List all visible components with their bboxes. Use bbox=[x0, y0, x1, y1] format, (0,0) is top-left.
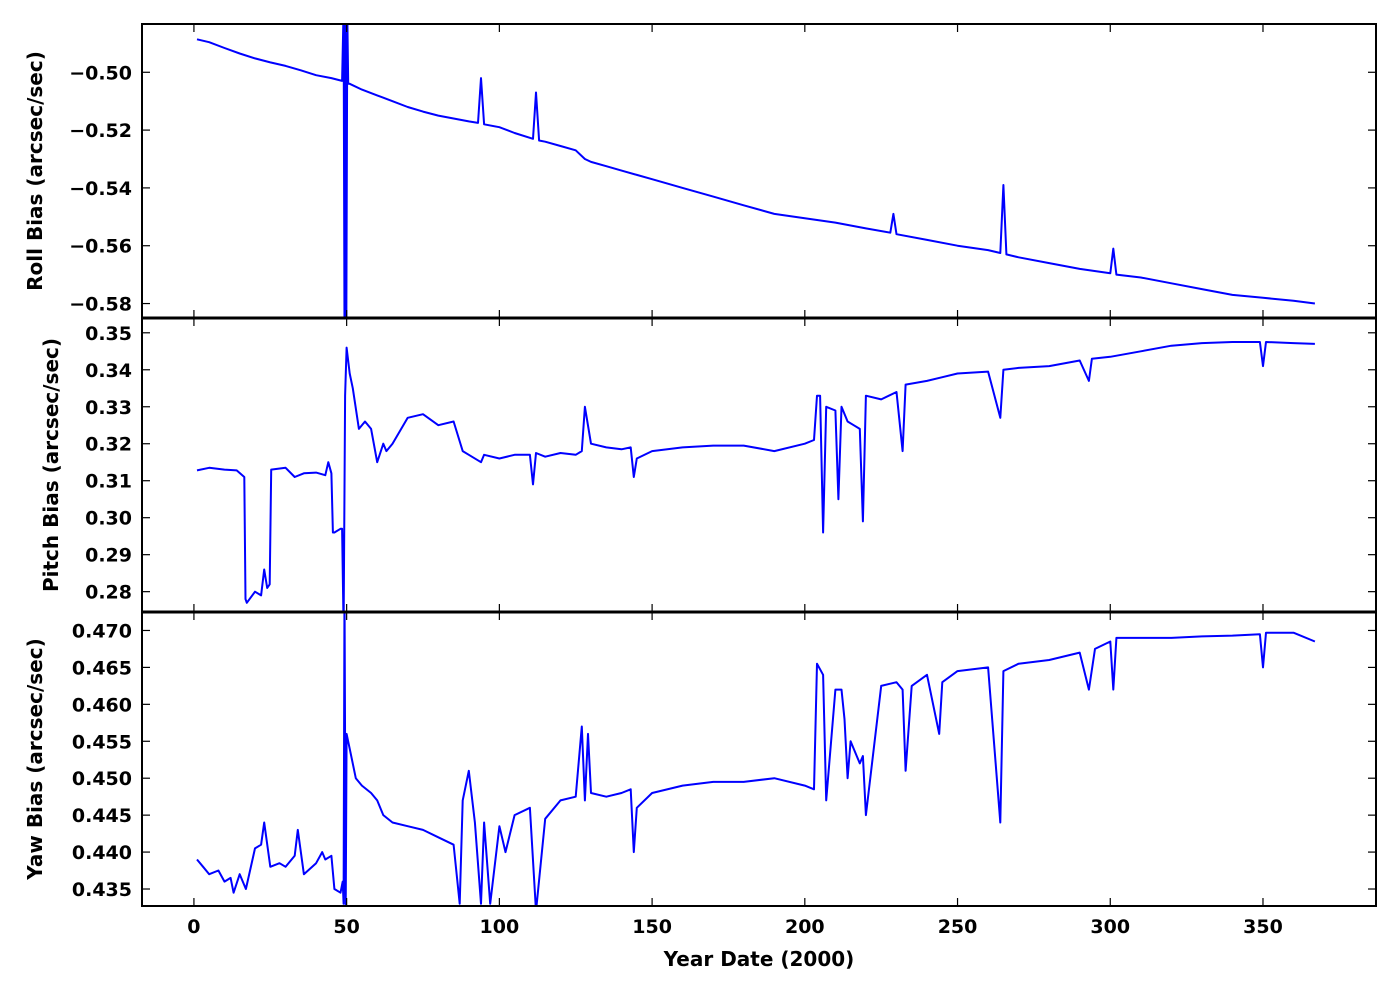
yaw-axes-frame bbox=[141, 611, 1377, 907]
yaw-y-tick-label: 0.470 bbox=[72, 620, 132, 642]
roll-y-tick-label: −0.50 bbox=[69, 62, 132, 84]
yaw-y-tick-label: 0.460 bbox=[72, 694, 132, 716]
x-tick-label: 300 bbox=[1090, 916, 1130, 938]
x-tick-label: 0 bbox=[187, 916, 200, 938]
x-tick-label: 350 bbox=[1243, 916, 1283, 938]
roll-y-tick-label: −0.58 bbox=[69, 294, 132, 316]
yaw-panel: 0 50 100 150 200 250 300 350 0.435 0.440 0.445 0.45… bbox=[23, 611, 1377, 938]
pitch-y-tick-label: 0.33 bbox=[85, 397, 132, 419]
roll-y-tick-label: −0.54 bbox=[69, 178, 132, 200]
pitch-y-tick-label: 0.28 bbox=[85, 582, 132, 604]
yaw-y-tick-label: 0.445 bbox=[72, 805, 132, 827]
roll-y-axis-label: Roll Bias (arcsec/sec) bbox=[23, 51, 47, 291]
x-tick-label: 50 bbox=[333, 916, 359, 938]
roll-panel: −0.50 −0.52 −0.54 −0.56 −0.58 Roll Bias (arcs… bbox=[23, 23, 1377, 319]
pitch-y-tick-label: 0.31 bbox=[85, 471, 132, 493]
pitch-y-axis-label: Pitch Bias (arcsec/sec) bbox=[39, 338, 63, 592]
yaw-y-tick-label: 0.440 bbox=[72, 842, 132, 864]
pitch-y-tick-label: 0.29 bbox=[85, 545, 132, 567]
yaw-y-tick-label: 0.465 bbox=[72, 657, 132, 679]
yaw-y-axis-label: Yaw Bias (arcsec/sec) bbox=[23, 638, 47, 881]
pitch-panel: 0.28 0.29 0.30 0.31 0.32 0.33 0.34 0.35 Pitch Bi… bbox=[39, 317, 1377, 613]
roll-bias-line bbox=[196, 24, 1316, 318]
yaw-y-tick-label: 0.435 bbox=[72, 879, 132, 901]
x-axis-label: Year Date (2000) bbox=[663, 947, 855, 971]
x-tick-label: 100 bbox=[480, 916, 520, 938]
yaw-y-tick-label: 0.450 bbox=[72, 768, 132, 790]
roll-y-tick-label: −0.56 bbox=[69, 236, 132, 258]
pitch-bias-line bbox=[196, 341, 1315, 612]
pitch-y-tick-label: 0.32 bbox=[85, 434, 132, 456]
pitch-y-tick-label: 0.35 bbox=[85, 323, 132, 345]
x-tick-label: 200 bbox=[785, 916, 825, 938]
roll-axes-frame bbox=[141, 23, 1377, 319]
pitch-y-tick-label: 0.34 bbox=[85, 360, 132, 382]
roll-y-tick-label: −0.52 bbox=[69, 120, 132, 142]
yaw-bias-line bbox=[196, 612, 1316, 906]
x-tick-label: 150 bbox=[632, 916, 672, 938]
pitch-y-tick-label: 0.30 bbox=[85, 508, 132, 530]
yaw-y-tick-label: 0.455 bbox=[72, 731, 132, 753]
x-tick-label: 250 bbox=[938, 916, 978, 938]
